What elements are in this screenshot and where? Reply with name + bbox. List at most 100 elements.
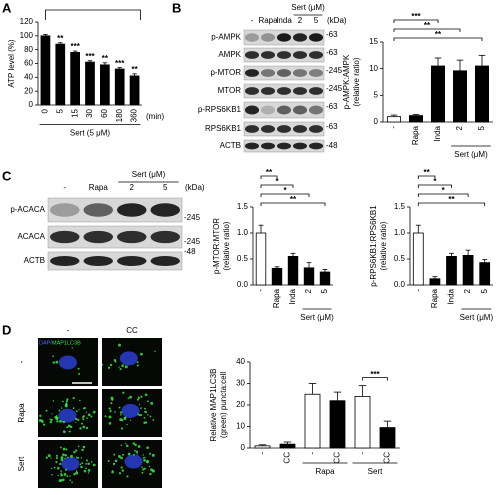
y-axis-label: Relative MAP1LC3B xyxy=(209,369,218,442)
puncta xyxy=(121,364,124,368)
puncta xyxy=(79,399,81,402)
puncta xyxy=(79,427,82,430)
x-tick-label: 2 xyxy=(304,288,313,293)
puncta xyxy=(60,470,63,472)
y-tick-label: 5 xyxy=(374,90,379,99)
puncta xyxy=(104,415,107,418)
puncta xyxy=(51,413,53,415)
column-label: - xyxy=(67,326,70,335)
significance-bracket xyxy=(393,28,461,32)
puncta xyxy=(101,364,104,366)
blot-band xyxy=(308,125,324,133)
puncta xyxy=(77,445,80,448)
puncta xyxy=(120,466,123,469)
puncta xyxy=(136,453,139,455)
row-label: MTOR xyxy=(218,86,242,95)
bar xyxy=(474,65,489,123)
lane-label: - xyxy=(251,16,254,25)
x-tick-label: 180 xyxy=(115,108,124,122)
y-axis-label: (green) puncta:cell xyxy=(219,372,228,438)
x-tick-label: 5 xyxy=(477,125,486,130)
y-tick-label: 0.0 xyxy=(237,280,249,289)
puncta xyxy=(62,453,65,456)
kda-label: -245 xyxy=(326,84,343,93)
row-label: RPS6KB1 xyxy=(205,124,242,133)
y-tick-label: 1.5 xyxy=(237,202,249,211)
nucleus xyxy=(58,355,77,370)
puncta xyxy=(66,456,69,459)
puncta xyxy=(142,457,145,459)
significance-bracket xyxy=(260,184,294,188)
significance-label: *** xyxy=(70,42,80,51)
puncta xyxy=(140,395,143,398)
puncta xyxy=(108,422,112,425)
puncta xyxy=(86,417,88,419)
blot-band xyxy=(308,105,324,115)
lane-label: 5 xyxy=(314,16,319,25)
significance-bracket xyxy=(362,377,388,381)
bracket xyxy=(45,9,141,20)
nucleus xyxy=(124,454,143,469)
puncta xyxy=(137,445,141,448)
blot-band xyxy=(50,203,80,217)
puncta xyxy=(47,454,51,458)
puncta xyxy=(150,401,154,405)
puncta xyxy=(69,430,71,433)
blot-band xyxy=(244,87,260,95)
kda-label: -48 xyxy=(326,141,338,150)
blot-band xyxy=(260,69,276,77)
kda-label: -245 xyxy=(184,213,201,222)
puncta xyxy=(140,352,143,356)
puncta xyxy=(57,475,59,477)
y-tick-label: 0.0 xyxy=(394,280,406,289)
puncta xyxy=(80,465,83,469)
y-tick-label: 80 xyxy=(24,45,33,54)
significance-label: *** xyxy=(115,59,125,68)
puncta xyxy=(78,409,80,411)
blot-strip xyxy=(47,225,183,249)
puncta xyxy=(111,398,114,401)
puncta xyxy=(39,414,42,418)
puncta xyxy=(81,462,84,465)
significance-label: ** xyxy=(57,34,64,43)
significance-bracket xyxy=(260,202,326,206)
bar xyxy=(429,278,441,286)
puncta xyxy=(62,420,66,424)
blot-band xyxy=(244,105,260,115)
bar xyxy=(279,443,296,449)
x-tick-label: CC xyxy=(283,452,292,464)
puncta xyxy=(127,452,131,456)
puncta xyxy=(138,404,141,406)
puncta xyxy=(132,442,136,445)
significance-label: ** xyxy=(424,21,431,30)
significance-label: * xyxy=(283,186,287,195)
blot-band xyxy=(150,255,180,267)
puncta xyxy=(113,358,117,362)
blot-strip xyxy=(47,251,183,271)
puncta xyxy=(136,398,140,401)
y-tick-label: 40 xyxy=(24,72,33,81)
bar xyxy=(386,116,401,123)
nucleus xyxy=(119,351,138,366)
x-axis-label: (min) xyxy=(146,112,165,121)
puncta xyxy=(136,361,139,364)
puncta xyxy=(55,415,58,418)
puncta xyxy=(62,478,65,482)
y-axis-label: (relative ratio) xyxy=(352,57,361,106)
bar xyxy=(85,61,95,106)
row-label: ACTB xyxy=(24,256,45,265)
blot-band xyxy=(117,255,147,267)
row-label: p-MTOR xyxy=(210,68,241,77)
puncta xyxy=(122,391,125,394)
puncta xyxy=(55,360,59,364)
puncta xyxy=(142,454,144,456)
puncta xyxy=(141,466,143,468)
puncta xyxy=(132,453,135,456)
puncta xyxy=(52,355,54,358)
panel-label: D xyxy=(2,322,11,337)
puncta xyxy=(85,467,87,470)
row-label: ACACA xyxy=(17,232,45,241)
blot-band xyxy=(308,142,324,150)
y-tick-label: 60 xyxy=(24,59,33,68)
